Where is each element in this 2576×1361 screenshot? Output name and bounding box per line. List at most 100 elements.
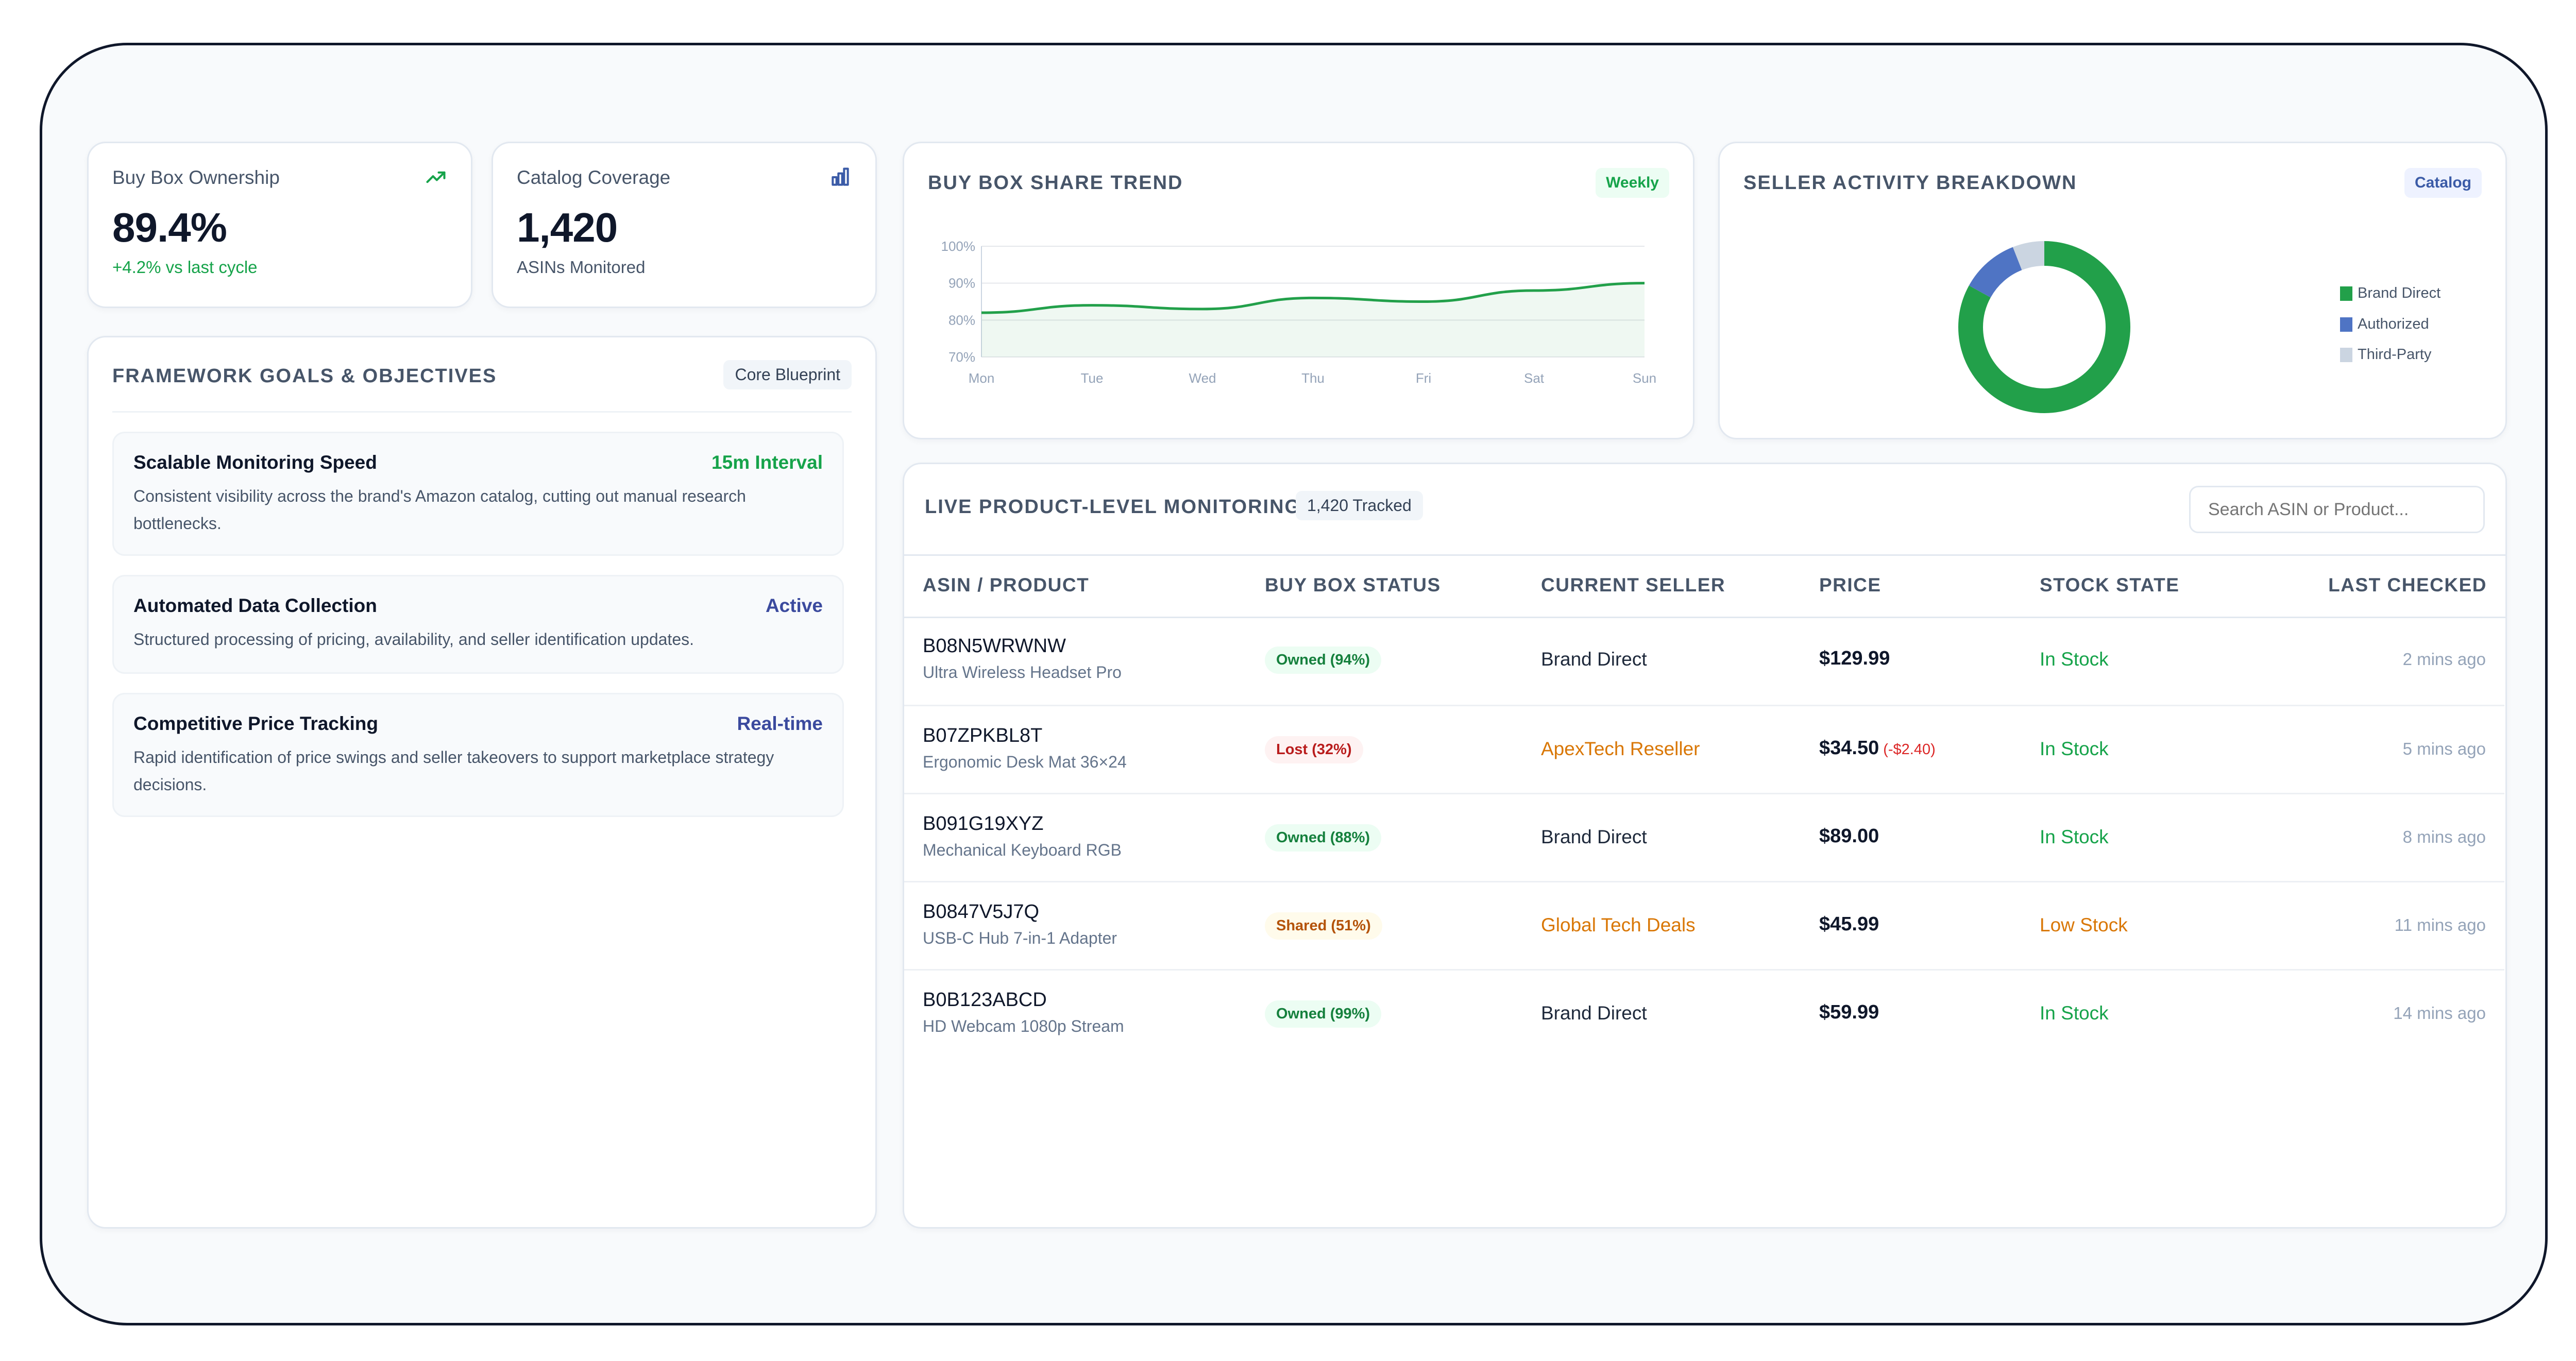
- y-tick-label: 80%: [948, 312, 975, 328]
- legend-brand-direct: Brand Direct: [2358, 285, 2441, 301]
- current-seller: Global Tech Deals: [1541, 914, 1696, 935]
- goal-title: Scalable Monitoring Speed: [133, 452, 377, 473]
- goal-tag: 15m Interval: [711, 452, 823, 473]
- price-value: $89.00: [1819, 825, 1879, 847]
- kpi-title: Buy Box Ownership: [112, 167, 280, 188]
- status-badge: Shared (51%): [1265, 912, 1382, 940]
- stock-state: In Stock: [2040, 649, 2109, 670]
- trend-badge: Weekly: [1596, 168, 1669, 198]
- tracked-badge: 1,420 Tracked: [1296, 491, 1423, 520]
- kpi-card-catalog: Catalog Coverage 1,420 ASINs Monitored: [492, 142, 877, 308]
- goal-tag: Active: [765, 595, 823, 616]
- search-input[interactable]: [2189, 486, 2485, 533]
- last-checked: 2 mins ago: [2402, 650, 2486, 669]
- table-row[interactable]: B0B123ABCD HD Webcam 1080p Stream Owned …: [904, 969, 2504, 1057]
- goals-title: FRAMEWORK GOALS & OBJECTIVES: [112, 365, 497, 387]
- status-badge: Owned (94%): [1265, 647, 1382, 674]
- column-header-seller[interactable]: CURRENT SELLER: [1541, 574, 1726, 596]
- price-value: $45.99: [1819, 913, 1879, 935]
- table-row[interactable]: B091G19XYZ Mechanical Keyboard RGB Owned…: [904, 793, 2504, 881]
- current-seller: Brand Direct: [1541, 649, 1647, 670]
- monitoring-card: LIVE PRODUCT-LEVEL MONITORING 1,420 Trac…: [903, 463, 2507, 1229]
- table-row[interactable]: B08N5WRWNW Ultra Wireless Headset Pro Ow…: [904, 617, 2504, 705]
- product-name: Ultra Wireless Headset Pro: [923, 663, 1122, 682]
- trend-card: BUY BOX SHARE TREND Weekly 100% 90% 80% 70%…: [903, 142, 1694, 439]
- y-tick-label: 70%: [948, 349, 975, 365]
- x-tick-label: Mon: [969, 370, 995, 386]
- breakdown-card: SELLER ACTIVITY BREAKDOWN Catalog: [1718, 142, 2507, 439]
- price: $59.99: [1819, 1001, 1879, 1024]
- kpi-change: +4.2% vs last cycle: [112, 258, 258, 277]
- last-checked: 11 mins ago: [2394, 915, 2486, 934]
- last-checked: 8 mins ago: [2402, 827, 2486, 846]
- status-badge: Owned (99%): [1265, 1000, 1382, 1028]
- last-checked: 14 mins ago: [2393, 1003, 2486, 1023]
- kpi-card-buybox: Buy Box Ownership 89.4% +4.2% vs last cy…: [87, 142, 472, 308]
- goal-item: Competitive Price Tracking Real-time Rap…: [112, 693, 844, 817]
- current-seller: ApexTech Reseller: [1541, 738, 1700, 759]
- trend-title: BUY BOX SHARE TREND: [928, 172, 1183, 194]
- product-name: Mechanical Keyboard RGB: [923, 841, 1122, 859]
- seller-donut-chart: [1958, 241, 2130, 413]
- column-header-status[interactable]: BUY BOX STATUS: [1265, 574, 1441, 596]
- status-badge: Owned (88%): [1265, 824, 1382, 852]
- x-tick-label: Fri: [1416, 370, 1431, 386]
- stock-state: Low Stock: [2040, 914, 2128, 935]
- goal-description: Structured processing of pricing, availa…: [133, 630, 694, 649]
- divider: [904, 554, 2505, 556]
- product-name: USB-C Hub 7-in-1 Adapter: [923, 929, 1117, 947]
- trend-area: [981, 283, 1645, 357]
- kpi-title: Catalog Coverage: [517, 167, 671, 188]
- kpi-caption: ASINs Monitored: [517, 258, 646, 277]
- stock-state: In Stock: [2040, 826, 2109, 847]
- donut-slice-third-party: [1958, 241, 2130, 413]
- goal-item: Automated Data Collection Active Structu…: [112, 575, 844, 674]
- trending-up-icon: [426, 171, 446, 183]
- stock-state: In Stock: [2040, 1002, 2109, 1024]
- current-seller: Brand Direct: [1541, 1002, 1647, 1024]
- goal-item: Scalable Monitoring Speed 15m Interval C…: [112, 432, 844, 556]
- legend-swatch-third-party: [2340, 348, 2352, 362]
- x-tick-label: Wed: [1189, 370, 1216, 386]
- legend-swatch-brand: [2340, 286, 2352, 301]
- product-name: HD Webcam 1080p Stream: [923, 1017, 1124, 1035]
- divider: [904, 617, 2505, 618]
- asin: B07ZPKBL8T: [923, 725, 1043, 746]
- column-header-stock[interactable]: STOCK STATE: [2040, 574, 2180, 596]
- asin: B0B123ABCD: [923, 989, 1047, 1011]
- price: $34.50 (-$2.40): [1819, 737, 1936, 759]
- price: $45.99: [1819, 913, 1879, 935]
- product-name: Ergonomic Desk Mat 36×24: [923, 753, 1127, 771]
- legend-third-party: Third-Party: [2358, 346, 2432, 363]
- price: $89.00: [1819, 825, 1879, 847]
- last-checked: 5 mins ago: [2402, 739, 2486, 758]
- divider: [112, 411, 852, 413]
- asin: B091G19XYZ: [923, 813, 1044, 835]
- goals-badge: Core Blueprint: [723, 360, 852, 389]
- price-value: $34.50: [1819, 737, 1879, 759]
- asin: B0847V5J7Q: [923, 901, 1040, 923]
- price-value: $59.99: [1819, 1001, 1879, 1023]
- goal-title: Automated Data Collection: [133, 595, 377, 616]
- x-tick-label: Sun: [1633, 370, 1656, 386]
- column-header-last-checked[interactable]: LAST CHECKED: [2328, 574, 2487, 596]
- goal-title: Competitive Price Tracking: [133, 713, 379, 734]
- kpi-value: 89.4%: [112, 205, 227, 250]
- column-header-price[interactable]: PRICE: [1819, 574, 1882, 596]
- table-row[interactable]: B07ZPKBL8T Ergonomic Desk Mat 36×24 Lost…: [904, 705, 2504, 793]
- current-seller: Brand Direct: [1541, 826, 1647, 847]
- column-header-asin[interactable]: ASIN / PRODUCT: [923, 574, 1090, 596]
- table-row[interactable]: B0847V5J7Q USB-C Hub 7-in-1 Adapter Shar…: [904, 881, 2504, 969]
- goal-description: Rapid identification of price swings and…: [133, 748, 774, 794]
- bar-chart-icon: [832, 167, 849, 186]
- trend-chart: 100% 90% 80% 70% Mon Tue Wed Thu Fri Sat Sun: [941, 239, 1657, 386]
- goals-card: FRAMEWORK GOALS & OBJECTIVES Core Bluepr…: [87, 336, 877, 1229]
- legend-swatch-authorized: [2340, 317, 2352, 332]
- price-delta: (-$2.40): [1883, 741, 1936, 758]
- breakdown-title: SELLER ACTIVITY BREAKDOWN: [1743, 172, 2077, 194]
- y-tick-label: 100%: [941, 239, 976, 254]
- legend-authorized: Authorized: [2358, 316, 2429, 332]
- goal-description: Consistent visibility across the brand's…: [133, 487, 746, 533]
- x-tick-label: Thu: [1301, 370, 1325, 386]
- kpi-value: 1,420: [517, 205, 618, 250]
